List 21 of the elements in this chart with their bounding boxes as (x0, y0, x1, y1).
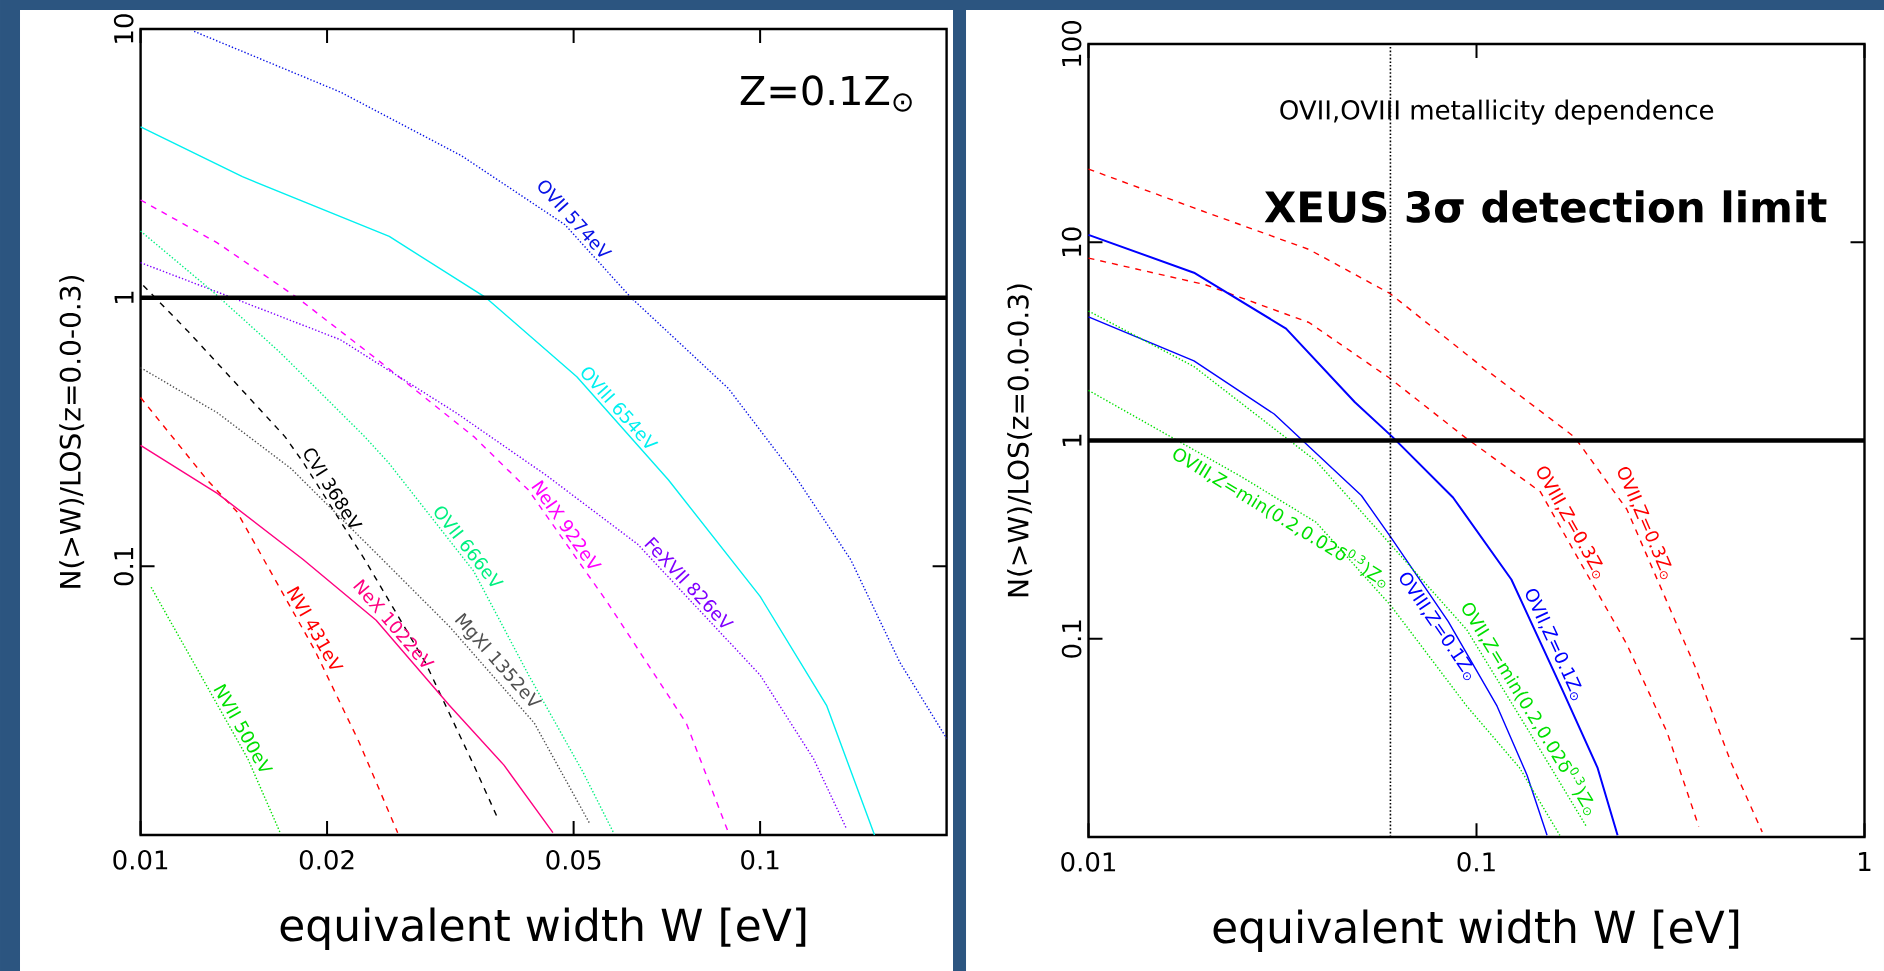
x-tick-label: 0.02 (299, 850, 354, 870)
x-tick-label: 0.1 (1457, 852, 1495, 872)
y-tick-label: 10 (113, 14, 134, 43)
y-tick-label: 0.1 (113, 548, 134, 586)
y-axis-title: N(>W)/LOS(z=0.0-0.3) (1007, 284, 1033, 597)
annotation: Z=0.1Z$_{⊙}$ (740, 75, 912, 112)
x-axis-title: equivalent width W [eV] (1213, 909, 1739, 953)
y-tick-label: 10 (1061, 227, 1082, 256)
annotation: OVII,OVIII metallicity dependence (1280, 99, 1714, 125)
x-axis-title: equivalent width W [eV] (280, 907, 806, 951)
y-tick-label: 0.1 (1061, 620, 1082, 658)
ref-line-label: XEUS 3σ detection limit (1264, 190, 1827, 223)
y-tick-label: 1 (1062, 434, 1082, 446)
y-tick-label: 100 (1061, 20, 1082, 66)
x-tick-label: 0.01 (1061, 852, 1116, 872)
y-axis-title: N(>W)/LOS(z=0.0-0.3) (59, 275, 85, 588)
x-tick-label: 0.05 (546, 850, 601, 870)
x-tick-label: 0.1 (741, 850, 779, 870)
y-tick-label: 1 (114, 291, 134, 304)
x-tick-label: 1 (1859, 852, 1871, 872)
x-tick-label: 0.01 (113, 850, 168, 870)
